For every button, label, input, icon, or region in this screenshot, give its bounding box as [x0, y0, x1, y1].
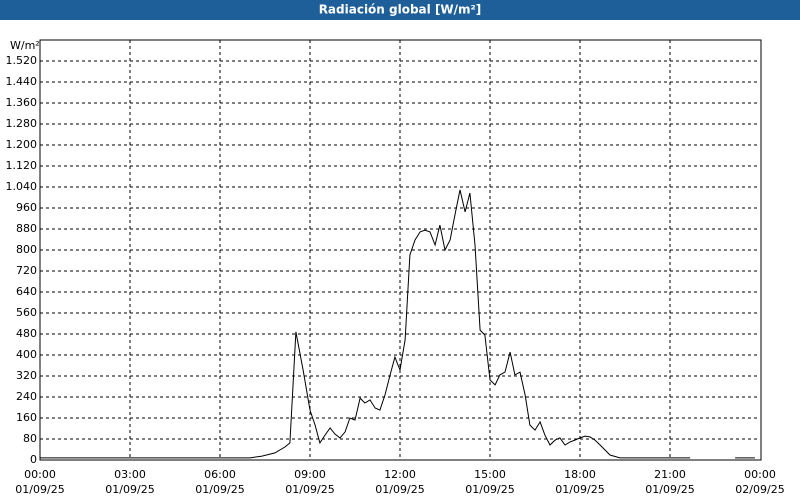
data-line	[40, 189, 755, 459]
y-tick-label: 800	[16, 243, 37, 256]
y-tick-label: 1.360	[6, 96, 38, 109]
x-tick-label: 06:00	[204, 468, 236, 481]
y-tick-label: 960	[16, 201, 37, 214]
y-tick-label: 720	[16, 264, 37, 277]
x-tick-date: 02/09/25	[735, 483, 784, 496]
y-tick-label: 1.120	[6, 159, 38, 172]
x-tick-label: 00:00	[744, 468, 776, 481]
y-tick-label: 1.280	[6, 117, 38, 130]
y-tick-label: 640	[16, 285, 37, 298]
x-tick-label: 09:00	[294, 468, 326, 481]
y-tick-label: 400	[16, 348, 37, 361]
x-tick-label: 03:00	[114, 468, 146, 481]
x-tick-date: 01/09/25	[555, 483, 604, 496]
y-tick-label: 560	[16, 306, 37, 319]
x-tick-label: 21:00	[654, 468, 686, 481]
x-tick-date: 01/09/25	[285, 483, 334, 496]
x-tick-label: 12:00	[384, 468, 416, 481]
y-tick-label: 1.520	[6, 54, 38, 67]
y-tick-label: 480	[16, 327, 37, 340]
x-tick-label: 15:00	[474, 468, 506, 481]
chart-title: Radiación global [W/m²]	[319, 3, 482, 17]
y-tick-label: 1.040	[6, 180, 38, 193]
x-tick-date: 01/09/25	[15, 483, 64, 496]
y-tick-label: 1.200	[6, 138, 38, 151]
x-tick-date: 01/09/25	[105, 483, 154, 496]
x-tick-date: 01/09/25	[375, 483, 424, 496]
y-tick-label: 320	[16, 369, 37, 382]
y-tick-label: 880	[16, 222, 37, 235]
y-tick-label: 240	[16, 390, 37, 403]
x-tick-date: 01/09/25	[645, 483, 694, 496]
x-tick-date: 01/09/25	[465, 483, 514, 496]
y-tick-label: 1.440	[6, 75, 38, 88]
y-tick-label: 160	[16, 411, 37, 424]
x-tick-date: 01/09/25	[195, 483, 244, 496]
x-tick-label: 00:00	[24, 468, 56, 481]
y-axis-label: W/m²	[10, 39, 40, 52]
x-tick-label: 18:00	[564, 468, 596, 481]
y-tick-label: 80	[23, 432, 37, 445]
y-tick-label: 0	[30, 453, 37, 466]
title-bar	[0, 0, 800, 20]
